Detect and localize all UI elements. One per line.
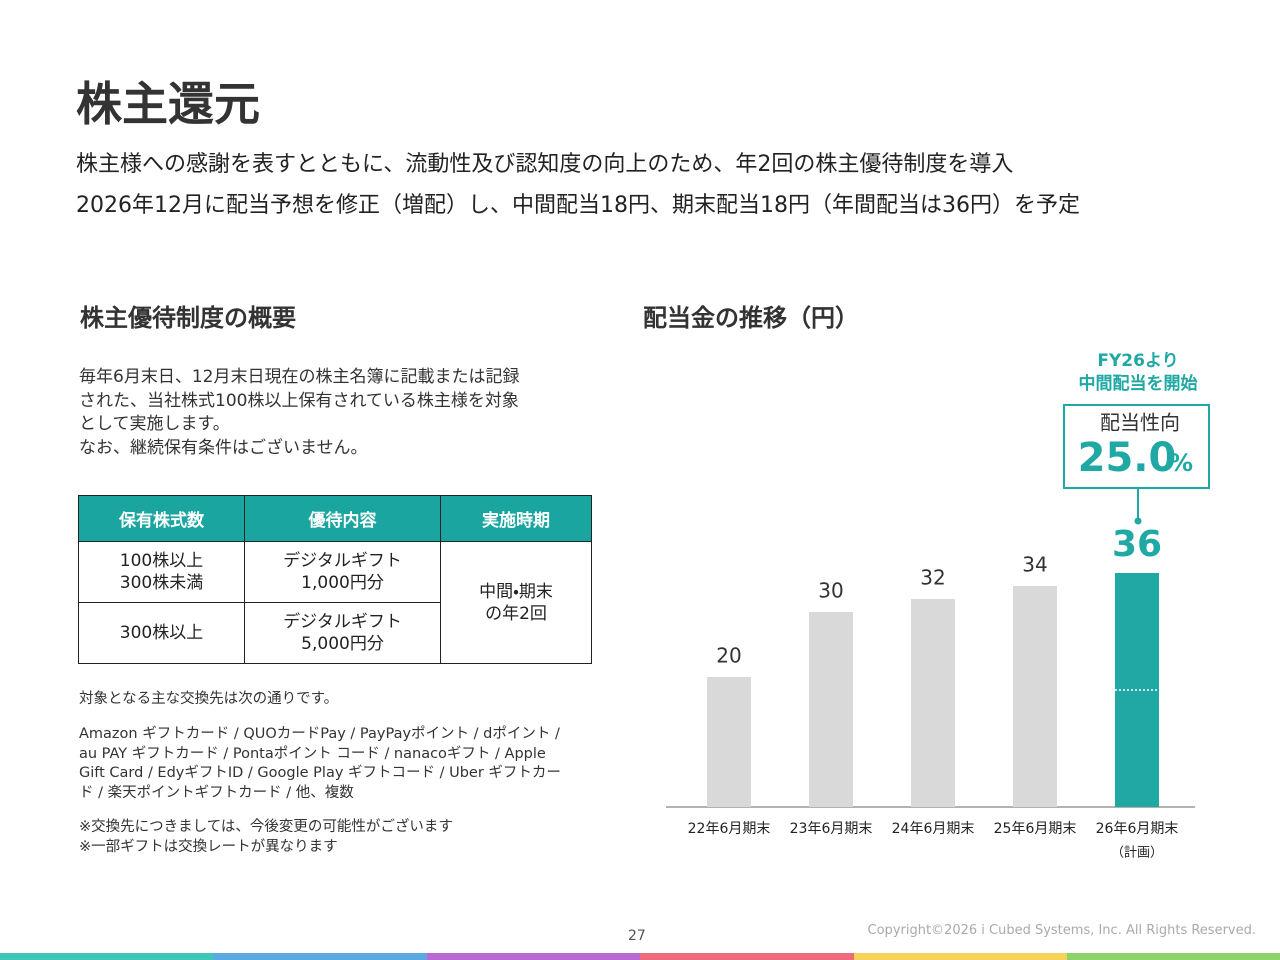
x-tick-sublabel: （計画） <box>1111 845 1163 861</box>
slide-title: 株主還元 <box>76 77 260 131</box>
value-label: 20 <box>716 644 741 668</box>
description-line: として実施します。 <box>79 414 230 434</box>
payout-unit: % <box>1169 449 1193 477</box>
bar <box>911 599 955 807</box>
x-tick-label: 22年6月期末 <box>688 821 771 837</box>
table-cell: デジタルギフト 5,000円分 <box>244 602 441 664</box>
table-cell: 中間・期末 の年2回 <box>440 541 592 664</box>
description-line: 毎年6月末日、12月末日現在の株主名簿に記載または記録 <box>79 367 520 387</box>
footer-stripe <box>853 953 1067 960</box>
exchange-line: au PAY ギフトカード / Pontaポイント コード / nanacoギフ… <box>79 745 546 762</box>
value-label: 34 <box>1022 553 1047 577</box>
table-header: 実施時期 <box>440 495 592 542</box>
payout-value: 25.0 <box>1078 435 1177 481</box>
footer-stripe <box>0 953 214 960</box>
table-header: 保有株式数 <box>78 495 245 542</box>
x-tick-label: 23年6月期末 <box>790 821 873 837</box>
table-cell: デジタルギフト 1,000円分 <box>244 541 441 603</box>
bar <box>1013 586 1057 807</box>
bar <box>809 612 853 807</box>
exchange-line: ド / 楽天ポイントギフトカード / 他、複数 <box>79 785 354 802</box>
value-label: 32 <box>920 566 945 590</box>
footer-stripe <box>213 953 427 960</box>
value-label: 30 <box>818 579 843 603</box>
exchange-intro: 対象となる主な交換先は次の通りです。 <box>79 691 339 707</box>
note: ※一部ギフトは交換レートが異なります <box>79 838 338 855</box>
x-tick-label: 25年6月期末 <box>994 821 1077 837</box>
note: ※交換先につきましては、今後変更の可能性がございます <box>79 819 453 835</box>
lead-line: 株主様への感謝を表すとともに、流動性及び認知度の向上のため、年2回の株主優待制度… <box>76 152 1014 177</box>
table-header: 優待内容 <box>244 495 441 542</box>
page-number: 27 <box>628 928 646 944</box>
notes: ※交換先につきましては、今後変更の可能性がございます ※一部ギフトは交換レートが… <box>79 818 453 857</box>
section-heading: 株主優待制度の概要 <box>80 304 296 332</box>
value-label: 36 <box>1112 524 1162 565</box>
annotation: FY26より <box>1097 351 1178 371</box>
table-cell: 100株以上 300株未満 <box>78 541 245 603</box>
benefit-table: 保有株式数 優待内容 実施時期 100株以上 300株未満 デジタルギフト 1,… <box>78 495 592 664</box>
connector-dot <box>1134 517 1142 525</box>
exchange-list: Amazon ギフトカード / QUOカードPay / PayPayポイント /… <box>79 725 561 804</box>
chart-title: 配当金の推移（円） <box>643 304 859 332</box>
copyright: Copyright©2026 i Cubed Systems, Inc. All… <box>867 923 1256 938</box>
footer-stripe <box>640 953 854 960</box>
exchange-line: Gift Card / EdyギフトID / Google Play ギフトコー… <box>79 765 561 782</box>
table-cell: 300株以上 <box>78 602 245 664</box>
description-line: なお、継続保有条件はございません。 <box>79 437 368 458</box>
footer-stripe <box>426 953 641 960</box>
x-tick-label: 26年6月期末 <box>1096 821 1179 837</box>
exchange-line: Amazon ギフトカード / QUOカードPay / PayPayポイント /… <box>79 726 560 742</box>
payout-label: 配当性向 <box>1100 411 1180 435</box>
payout-box <box>1063 404 1210 489</box>
description: 毎年6月末日、12月末日現在の株主名簿に記載または記録 された、当社株式100株… <box>79 366 519 460</box>
footer-stripe <box>1067 953 1280 960</box>
bar <box>707 677 751 807</box>
description-line: された、当社株式100株以上保有されている株主様を対象 <box>79 390 519 411</box>
x-tick-label: 24年6月期末 <box>892 821 975 837</box>
annotation: 中間配当を開始 <box>1079 373 1198 394</box>
lead-line: 2026年12月に配当予想を修正（増配）し、中間配当18円、期末配当18円（年間… <box>76 193 1080 218</box>
